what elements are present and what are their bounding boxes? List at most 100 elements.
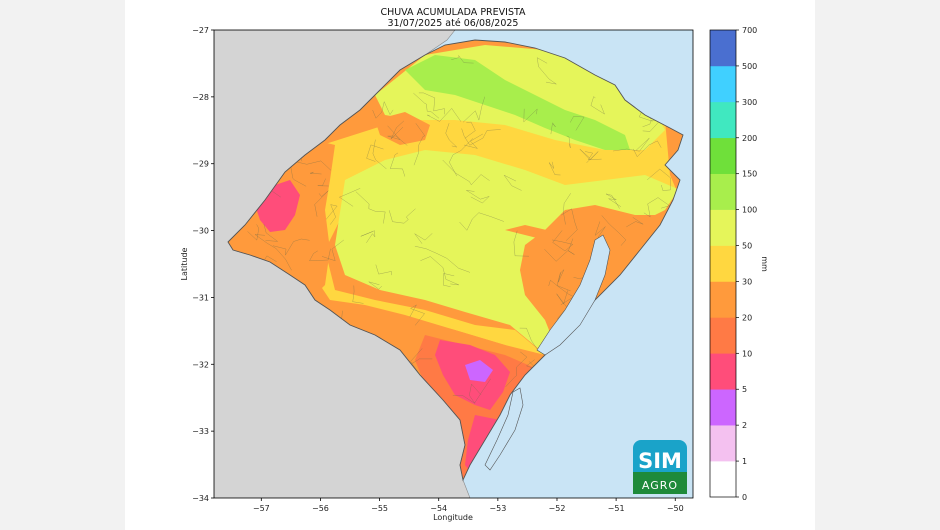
municipal-border	[263, 224, 279, 242]
municipal-border	[570, 116, 585, 131]
municipal-border	[372, 101, 394, 119]
zone-100mm	[405, 55, 630, 150]
municipal-border	[523, 108, 538, 123]
colorbar-segment	[710, 317, 736, 354]
zone-20mm-east	[505, 180, 683, 250]
municipal-border	[556, 269, 571, 292]
y-tick-label: −31	[192, 293, 209, 302]
colorbar-tick-label: 100	[742, 206, 757, 215]
municipal-border	[462, 96, 485, 123]
colorbar-segment	[710, 137, 736, 174]
municipal-border	[563, 193, 571, 225]
x-tick-label: −56	[312, 504, 329, 513]
municipal-border	[449, 138, 474, 177]
municipal-border	[390, 120, 405, 140]
municipal-border	[247, 224, 259, 241]
y-tick-label: −30	[192, 227, 209, 236]
y-tick-label: −29	[192, 160, 209, 169]
colorbar-tick-label: 50	[742, 242, 752, 251]
forecast-figure: CHUVA ACUMULADA PREVISTA 31/07/2025 até …	[125, 0, 815, 530]
municipal-border	[544, 238, 575, 262]
municipal-border	[360, 230, 376, 243]
municipal-border	[461, 128, 501, 146]
colorbar-segment	[710, 65, 736, 103]
municipal-border	[390, 152, 406, 177]
municipal-border	[561, 208, 578, 241]
axes-frame	[213, 29, 694, 499]
state-border	[227, 39, 684, 482]
colorbar-label: mm	[760, 256, 769, 272]
lagoa-mirim	[484, 387, 524, 471]
municipal-border	[355, 191, 386, 224]
map-title: CHUVA ACUMULADA PREVISTA	[380, 7, 526, 18]
municipal-border	[643, 197, 670, 218]
colorbar-segment	[710, 245, 736, 282]
municipal-border	[550, 122, 556, 135]
x-tick-label: −52	[549, 504, 566, 513]
municipal-border	[375, 264, 392, 276]
logo-text-agro: AGRO	[642, 479, 678, 492]
municipal-border	[389, 208, 416, 224]
x-tick-label: −51	[608, 504, 625, 513]
colorbar-tick-label: 30	[742, 277, 752, 286]
zone-50mm	[335, 150, 680, 350]
municipal-border	[459, 212, 504, 231]
municipal-border	[552, 230, 574, 252]
municipal-border	[413, 123, 426, 166]
municipal-border	[254, 234, 292, 271]
colorbar: 0 1 2 5 10 20 30 50 100 150 200 300 500 700	[709, 26, 757, 502]
municipal-border	[464, 121, 476, 139]
municipal-border	[469, 383, 482, 404]
colorbar-tick-label: 5	[742, 385, 747, 394]
municipal-border	[451, 55, 474, 64]
colorbar-tick-label: 200	[742, 134, 757, 143]
y-tick-label: −34	[192, 494, 209, 503]
municipal-border	[387, 125, 408, 146]
colorbar-segment	[710, 389, 736, 426]
municipal-border	[452, 378, 491, 404]
y-tick-label: −33	[192, 427, 209, 436]
colorbar-segment	[710, 281, 736, 318]
municipal-border	[413, 92, 440, 119]
municipal-border	[579, 149, 599, 163]
municipal-border	[519, 327, 539, 352]
x-axis-label: Longitude	[433, 513, 473, 522]
x-tick-label: −53	[489, 504, 506, 513]
colorbar-segment	[710, 353, 736, 390]
colorbar-tick-label: 500	[742, 62, 757, 71]
municipal-border	[466, 190, 490, 204]
colorbar-tick-label: 10	[742, 349, 752, 358]
municipal-border	[566, 135, 571, 148]
colorbar-segment	[710, 173, 736, 210]
municipal-border	[601, 215, 627, 246]
simagro-logo: SIM AGRO	[633, 440, 687, 494]
municipal-border	[548, 161, 561, 176]
colorbar-tick-label: 2	[742, 421, 747, 430]
municipal-border	[505, 351, 528, 387]
logo-text-sim: SIM	[638, 449, 682, 473]
municipal-border	[584, 151, 602, 160]
x-tick-label: −57	[253, 504, 270, 513]
colorbar-segment	[710, 101, 736, 139]
colorbar-tick-label: 0	[742, 493, 747, 502]
municipal-border	[314, 190, 329, 217]
municipal-border	[443, 273, 455, 287]
municipal-border	[414, 246, 471, 273]
colorbar-segment	[710, 30, 736, 67]
municipal-border	[418, 92, 445, 115]
municipal-border	[445, 123, 458, 148]
colorbar-segment	[710, 209, 736, 246]
x-tick-label: −54	[430, 504, 447, 513]
x-tick-label: −55	[371, 504, 388, 513]
municipal-border	[414, 233, 433, 244]
colorbar-tick-label: 150	[742, 170, 757, 179]
colorbar-frame	[709, 29, 737, 498]
x-axis-ticks: −57 −56 −55 −54 −53 −52 −51 −50	[253, 498, 684, 513]
x-tick-label: −50	[667, 504, 684, 513]
municipal-border	[366, 144, 384, 162]
municipal-border	[503, 175, 522, 191]
municipal-border	[420, 256, 459, 286]
municipal-border	[590, 96, 605, 115]
municipal-border	[321, 239, 344, 262]
municipal-border	[463, 133, 483, 149]
